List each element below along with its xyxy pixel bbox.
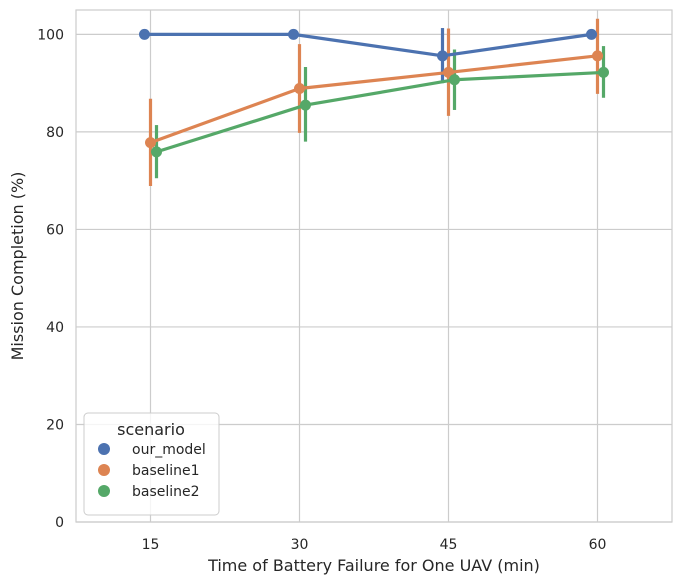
- x-axis-label: Time of Battery Failure for One UAV (min…: [207, 556, 540, 575]
- legend-marker-baseline2: [98, 485, 110, 497]
- y-tick-label: 80: [46, 125, 64, 141]
- y-tick-label: 40: [46, 320, 64, 336]
- y-tick-label: 60: [46, 222, 64, 238]
- legend-box: [83, 412, 220, 516]
- data-point-our_model: [437, 50, 448, 62]
- y-axis-label: Mission Completion (%): [8, 172, 27, 361]
- data-point-baseline1: [145, 137, 156, 149]
- data-point-baseline2: [151, 146, 162, 158]
- y-tick-label: 20: [46, 417, 64, 433]
- legend-marker-baseline1: [98, 464, 110, 476]
- data-point-baseline1: [443, 66, 454, 78]
- data-point-baseline2: [300, 99, 311, 111]
- data-point-baseline1: [592, 50, 603, 62]
- series-line-baseline2: [156, 70, 604, 154]
- x-tick-label: 15: [142, 537, 160, 553]
- x-axis-ticks: 15 30 45 60: [142, 537, 607, 553]
- y-tick-label: 100: [37, 27, 64, 43]
- legend-label-baseline2: baseline2: [132, 484, 200, 500]
- legend: scenario our_model baseline1 baseline2: [83, 412, 220, 516]
- legend-label-our_model: our_model: [132, 442, 206, 458]
- x-tick-label: 60: [589, 537, 607, 553]
- data-point-baseline1: [294, 83, 305, 95]
- legend-items: our_model baseline1 baseline2: [98, 442, 206, 500]
- data-point-our_model: [139, 28, 150, 40]
- legend-title: scenario: [117, 420, 185, 439]
- data-point-baseline2: [598, 66, 609, 78]
- series-line-our_model: [144, 32, 592, 58]
- data-point-our_model: [288, 28, 299, 40]
- y-axis-ticks: 0 20 40 60 80 100: [37, 27, 64, 531]
- series-lines: [144, 32, 604, 154]
- x-tick-label: 30: [291, 537, 309, 553]
- series-line-baseline1: [149, 54, 598, 145]
- x-tick-label: 45: [440, 537, 458, 553]
- y-tick-label: 0: [55, 515, 64, 531]
- legend-label-baseline1: baseline1: [132, 463, 200, 479]
- legend-marker-our_model: [98, 443, 110, 455]
- data-point-baseline2: [449, 74, 460, 86]
- series-points: [139, 28, 609, 158]
- data-point-our_model: [586, 28, 597, 40]
